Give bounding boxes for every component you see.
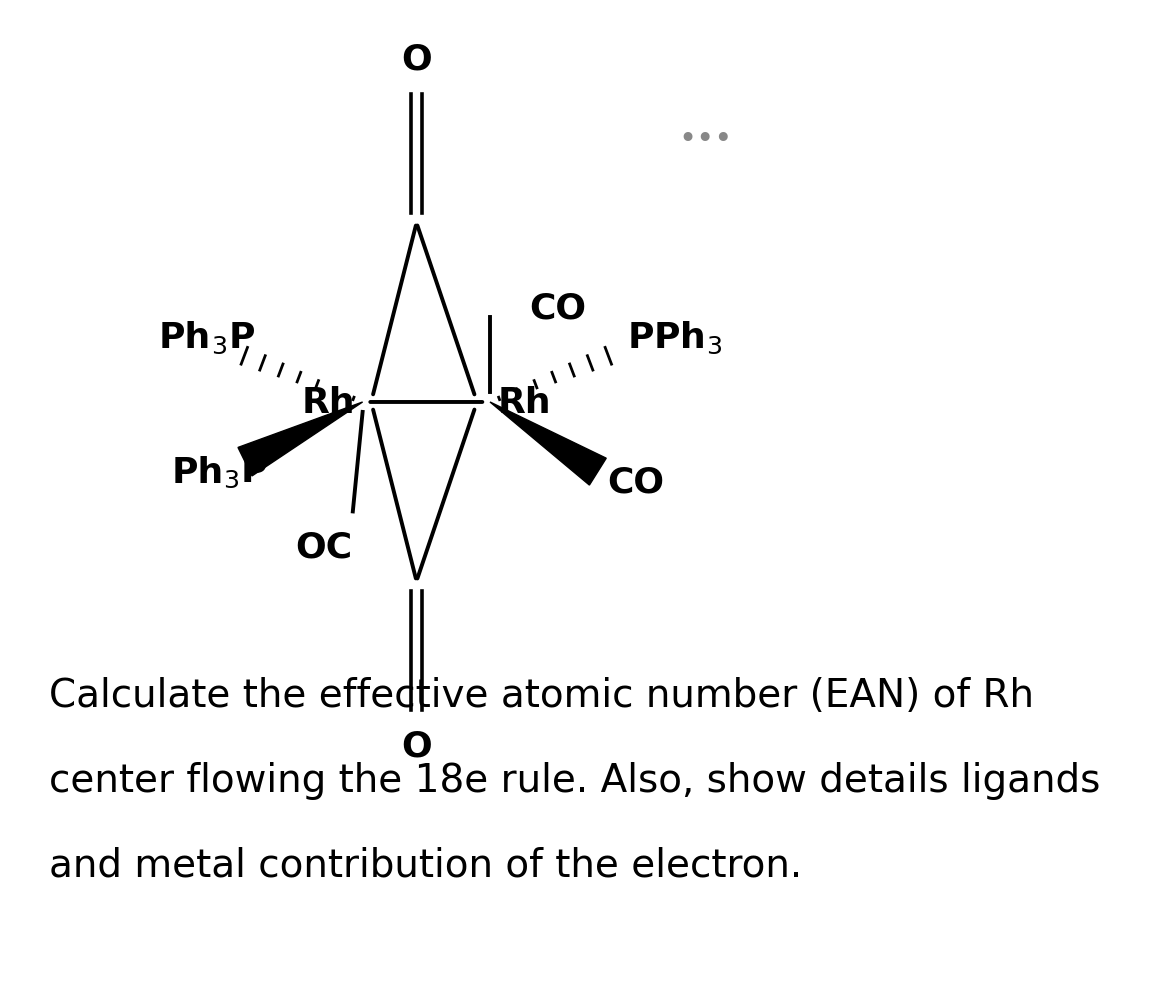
Text: CO: CO bbox=[529, 291, 586, 325]
Text: Calculate the effective atomic number (EAN) of Rh: Calculate the effective atomic number (E… bbox=[49, 677, 1034, 715]
Text: Rh: Rh bbox=[301, 386, 355, 419]
Text: Rh: Rh bbox=[498, 386, 551, 419]
Polygon shape bbox=[238, 403, 363, 476]
Text: $_{3}$P: $_{3}$P bbox=[211, 320, 255, 356]
Text: CO: CO bbox=[607, 465, 665, 499]
Text: Ph: Ph bbox=[171, 455, 223, 489]
Text: O: O bbox=[401, 43, 432, 77]
Text: center flowing the 18e rule. Also, show details ligands: center flowing the 18e rule. Also, show … bbox=[49, 761, 1100, 799]
Text: $_{3}$P: $_{3}$P bbox=[223, 454, 268, 490]
Text: PPh$_{3}$: PPh$_{3}$ bbox=[627, 320, 722, 356]
Polygon shape bbox=[490, 403, 606, 485]
Text: O: O bbox=[401, 729, 432, 762]
Text: Ph: Ph bbox=[158, 321, 211, 355]
Text: OC: OC bbox=[295, 530, 352, 564]
Text: and metal contribution of the electron.: and metal contribution of the electron. bbox=[49, 846, 803, 884]
Text: •••: ••• bbox=[679, 124, 732, 154]
